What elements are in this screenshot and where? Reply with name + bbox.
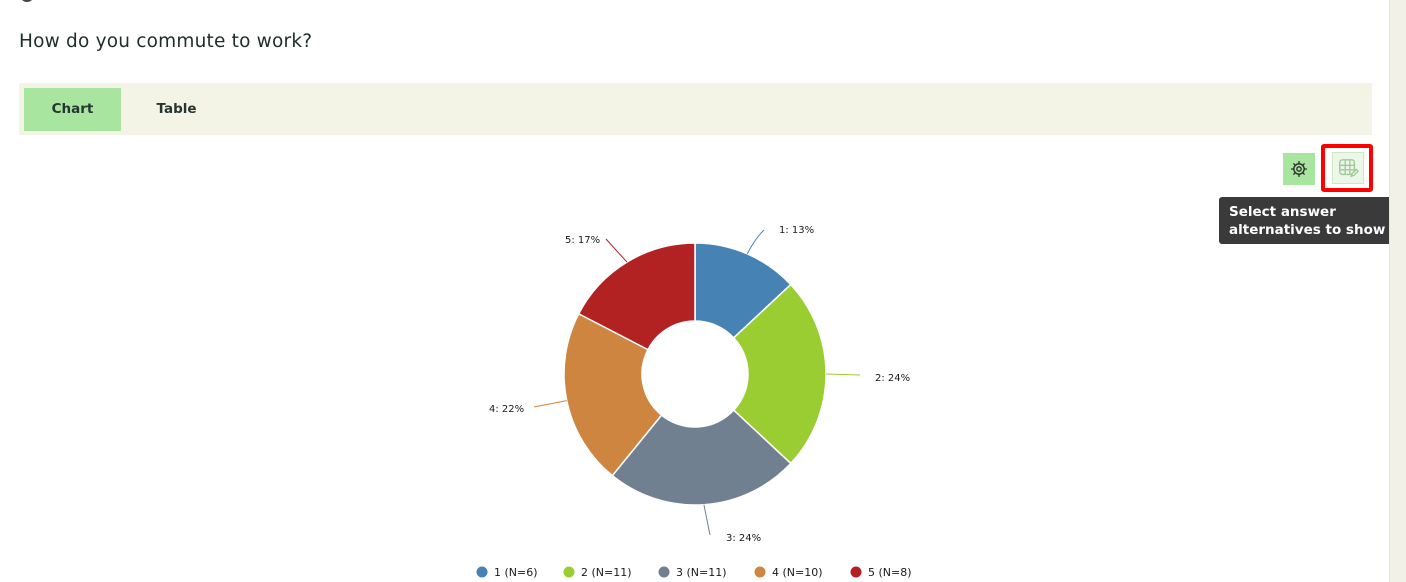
view-tabbar: Chart Table — [19, 83, 1372, 135]
legend-label-2: 2 (N=11) — [581, 566, 632, 579]
answer-alternatives-highlight — [1321, 144, 1373, 192]
tooltip: Select answer alternatives to show — [1219, 197, 1406, 244]
tab-table[interactable]: Table — [156, 101, 197, 117]
legend-item-5[interactable]: 5 (N=8) — [850, 566, 912, 579]
legend-marker-4 — [754, 566, 766, 578]
slice-label-5: 5: 17% — [565, 235, 600, 246]
legend-item-3[interactable]: 3 (N=11) — [658, 566, 727, 579]
slice-connector-5 — [605, 238, 628, 263]
collapse-circle-icon[interactable] — [20, 0, 34, 2]
pie-slice-3[interactable] — [611, 409, 792, 506]
pie-slice-2[interactable] — [732, 283, 827, 465]
gear-icon — [1291, 161, 1307, 177]
legend-label-4: 4 (N=10) — [772, 566, 823, 579]
pie-slice-4[interactable] — [563, 312, 663, 477]
tooltip-line-2: alternatives to show — [1229, 222, 1386, 238]
slice-label-4: 4: 22% — [489, 404, 524, 415]
pie-slice-5[interactable] — [577, 242, 696, 351]
slice-connector-2 — [825, 373, 861, 376]
slice-connector-1 — [746, 229, 765, 255]
tooltip-line-1: Select answer — [1229, 204, 1336, 220]
legend-label-1: 1 (N=6) — [494, 566, 538, 579]
legend-label-3: 3 (N=11) — [676, 566, 727, 579]
tab-chart[interactable]: Chart — [24, 88, 121, 131]
slice-label-2: 2: 24% — [875, 373, 910, 384]
legend-item-4[interactable]: 4 (N=10) — [754, 566, 823, 579]
question-title: How do you commute to work? — [19, 31, 313, 52]
legend-item-2[interactable]: 2 (N=11) — [563, 566, 632, 579]
legend-marker-1 — [476, 566, 488, 578]
slice-connector-4 — [533, 400, 567, 408]
chart-settings-button[interactable] — [1283, 153, 1315, 185]
slice-connector-3 — [703, 504, 711, 536]
legend-marker-5 — [850, 566, 862, 578]
legend-label-5: 5 (N=8) — [868, 566, 912, 579]
table-edit-icon — [1339, 159, 1359, 178]
select-answers-button[interactable] — [1332, 152, 1364, 184]
legend-item-1[interactable]: 1 (N=6) — [476, 566, 538, 579]
scrollbar[interactable] — [1389, 0, 1406, 582]
slice-label-1: 1: 13% — [779, 225, 814, 236]
slice-label-3: 3: 24% — [726, 533, 761, 544]
legend-marker-3 — [658, 566, 670, 578]
legend-marker-2 — [563, 566, 575, 578]
